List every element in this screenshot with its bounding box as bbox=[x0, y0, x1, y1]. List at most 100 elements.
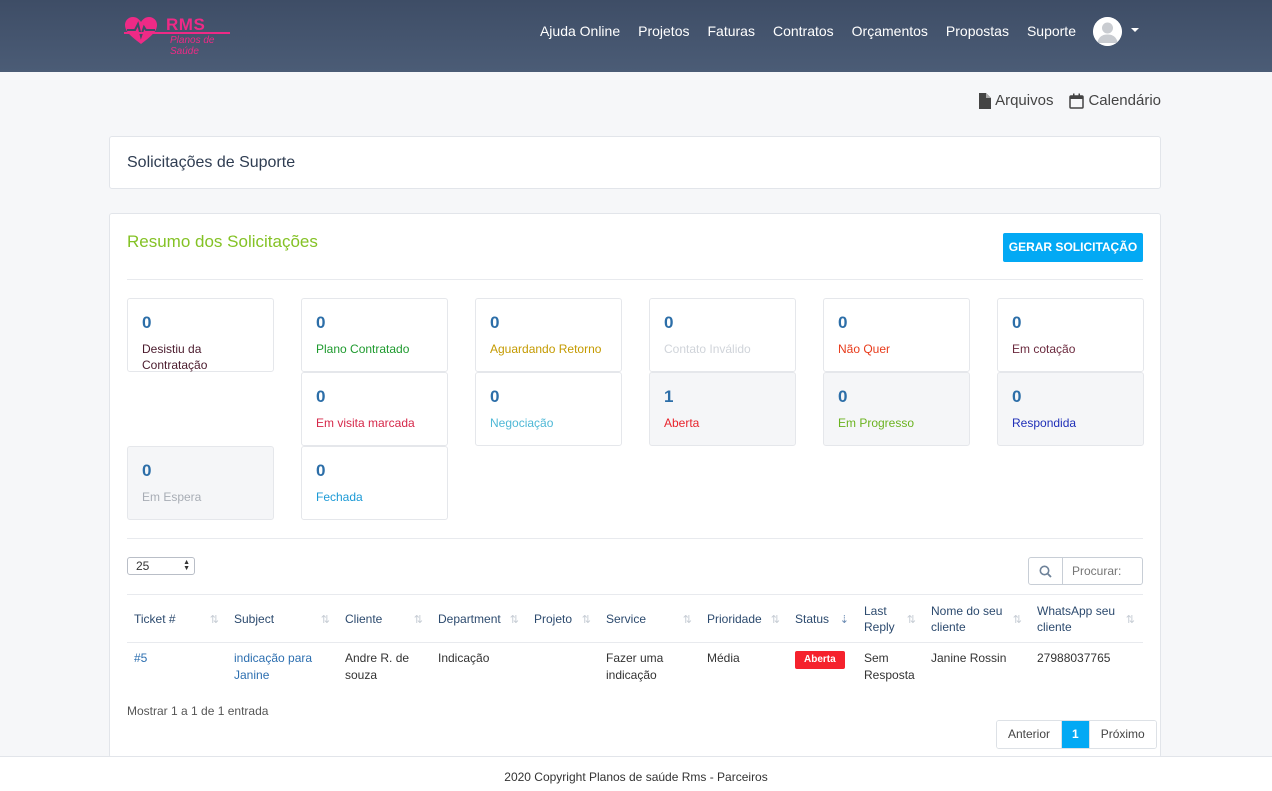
column-header-department[interactable]: Department ⇅ bbox=[431, 594, 527, 643]
status-card[interactable]: 0 Em visita marcada bbox=[301, 372, 448, 446]
nav-contratos[interactable]: Contratos bbox=[772, 23, 834, 39]
user-icon bbox=[1093, 17, 1122, 46]
nav-projetos[interactable]: Projetos bbox=[638, 23, 690, 39]
status-badge: Aberta bbox=[795, 651, 845, 669]
nav-ajuda-online[interactable]: Ajuda Online bbox=[539, 23, 621, 39]
status-label: Fechada bbox=[316, 490, 363, 504]
status-count: 1 bbox=[664, 387, 674, 406]
status-card[interactable]: 0 Aguardando Retorno bbox=[475, 298, 622, 372]
search-icon[interactable] bbox=[1029, 558, 1063, 584]
logo-underline bbox=[124, 32, 230, 34]
status-count: 0 bbox=[316, 313, 326, 332]
subject-link[interactable]: indicação para Janine bbox=[234, 651, 313, 682]
status-count: 0 bbox=[838, 313, 848, 332]
status-card[interactable]: 0 Contato Inválido bbox=[649, 298, 796, 372]
status-label: Não Quer bbox=[838, 342, 891, 356]
logo-subtitle: Planos de Saúde bbox=[170, 35, 215, 57]
sort-icon: ⇅ bbox=[581, 613, 591, 626]
page-title-panel: Solicitações de Suporte bbox=[109, 136, 1161, 189]
column-header-subject[interactable]: Subject ⇅ bbox=[227, 594, 338, 643]
status-card[interactable]: 0 Respondida bbox=[997, 372, 1144, 446]
column-header-ticket[interactable]: Ticket # ⇅ bbox=[127, 594, 227, 643]
nav-suporte[interactable]: Suporte bbox=[1026, 23, 1076, 39]
logo[interactable]: RMS Planos de Saúde bbox=[124, 14, 234, 57]
column-header-prioridade[interactable]: Prioridade ⇅ bbox=[700, 594, 788, 643]
nav-faturas[interactable]: Faturas bbox=[707, 23, 755, 39]
cell-projeto bbox=[527, 643, 599, 692]
pagination-page-1[interactable]: 1 bbox=[1061, 721, 1089, 748]
column-header-whatsapp[interactable]: WhatsApp seu cliente ⇅ bbox=[1030, 594, 1143, 643]
sort-icon: ⇅ bbox=[413, 613, 423, 626]
select-arrows-icon: ▲ ▼ bbox=[183, 559, 190, 572]
column-header-cliente[interactable]: Cliente ⇅ bbox=[338, 594, 431, 643]
status-count: 0 bbox=[142, 461, 152, 480]
cell-last-reply: Sem Resposta bbox=[864, 651, 915, 682]
status-card[interactable]: 0 Em Progresso bbox=[823, 372, 970, 446]
status-card[interactable]: 0 Desistiu da Contratação bbox=[127, 298, 274, 372]
cell-service: Fazer uma indicação bbox=[606, 651, 664, 682]
table-info: Mostrar 1 a 1 de 1 entrada bbox=[127, 704, 269, 718]
status-count: 0 bbox=[490, 313, 500, 332]
column-header-status[interactable]: Status ⇣ bbox=[788, 594, 857, 643]
status-card[interactable]: 0 Plano Contratado bbox=[301, 298, 448, 372]
cell-nome-cliente: Janine Rossin bbox=[931, 651, 1007, 665]
status-label: Contato Inválido bbox=[664, 342, 751, 356]
status-count: 0 bbox=[490, 387, 500, 406]
status-card[interactable]: 0 Fechada bbox=[301, 446, 448, 520]
status-label: Plano Contratado bbox=[316, 342, 410, 356]
user-menu-caret-icon[interactable] bbox=[1131, 28, 1139, 32]
sort-icon: ⇅ bbox=[1012, 613, 1022, 626]
calendar-icon bbox=[1069, 93, 1085, 109]
table-row: #5 indicação para Janine Andre R. de sou… bbox=[127, 643, 1143, 692]
user-avatar[interactable] bbox=[1093, 17, 1122, 46]
heart-pulse-icon bbox=[125, 17, 157, 44]
status-card[interactable]: 0 Em cotação bbox=[997, 298, 1144, 372]
sort-desc-icon: ⇣ bbox=[839, 613, 849, 626]
ticket-link[interactable]: #5 bbox=[134, 651, 148, 665]
cell-prioridade: Média bbox=[707, 651, 740, 665]
sort-icon: ⇅ bbox=[320, 613, 330, 626]
files-link-label: Arquivos bbox=[995, 92, 1054, 109]
nav-orcamentos[interactable]: Orçamentos bbox=[851, 23, 928, 39]
status-count: 0 bbox=[316, 387, 326, 406]
status-card[interactable]: 1 Aberta bbox=[649, 372, 796, 446]
main-nav: Ajuda Online Projetos Faturas Contratos … bbox=[540, 0, 1076, 62]
search-input[interactable] bbox=[1064, 558, 1142, 584]
nav-propostas[interactable]: Propostas bbox=[945, 23, 1009, 39]
page-title: Solicitações de Suporte bbox=[127, 154, 296, 171]
status-count: 0 bbox=[838, 387, 848, 406]
page-length-value: 25 bbox=[136, 559, 150, 573]
page-length-select[interactable]: 25 ▲ ▼ bbox=[127, 557, 195, 575]
column-header-service[interactable]: Service ⇅ bbox=[599, 594, 700, 643]
sort-icon: ⇅ bbox=[906, 613, 916, 626]
status-card[interactable]: 0 Negociação bbox=[475, 372, 622, 446]
logo-title: RMS bbox=[166, 15, 206, 34]
create-ticket-button[interactable]: GERAR SOLICITAÇÃO bbox=[1003, 233, 1143, 262]
calendar-link-label: Calendário bbox=[1088, 92, 1161, 109]
sort-icon: ⇅ bbox=[770, 613, 780, 626]
pagination-next-button[interactable]: Próximo bbox=[1088, 721, 1156, 748]
column-header-projeto[interactable]: Projeto ⇅ bbox=[527, 594, 599, 643]
sort-icon: ⇅ bbox=[682, 613, 692, 626]
status-card[interactable]: 0 Não Quer bbox=[823, 298, 970, 372]
status-label: Aguardando Retorno bbox=[490, 342, 602, 356]
status-label: Aberta bbox=[664, 416, 700, 430]
column-header-nome-cliente[interactable]: Nome do seu cliente ⇅ bbox=[924, 594, 1030, 643]
cell-department: Indicação bbox=[438, 651, 490, 665]
sort-icon: ⇅ bbox=[1125, 613, 1135, 626]
tickets-panel: Resumo dos Solicitações GERAR SOLICITAÇÃ… bbox=[109, 213, 1161, 758]
status-count: 0 bbox=[316, 461, 326, 480]
column-header-last-reply[interactable]: Last Reply ⇅ bbox=[857, 594, 924, 643]
status-label: Em visita marcada bbox=[316, 416, 415, 430]
tickets-table: Ticket # ⇅ Subject ⇅ Cliente ⇅ Department ⇅ … bbox=[127, 594, 1143, 691]
files-link[interactable]: Arquivos bbox=[978, 92, 1053, 109]
status-label: Negociação bbox=[490, 416, 554, 430]
status-label: Respondida bbox=[1012, 416, 1077, 430]
status-label: Desistiu da Contratação bbox=[142, 342, 208, 372]
status-card[interactable]: 0 Em Espera bbox=[127, 446, 274, 520]
status-count: 0 bbox=[142, 313, 152, 332]
calendar-link[interactable]: Calendário bbox=[1069, 92, 1161, 109]
status-label: Em Espera bbox=[142, 490, 202, 504]
pagination: Anterior 1 Próximo bbox=[996, 720, 1157, 749]
pagination-previous-button[interactable]: Anterior bbox=[997, 721, 1062, 748]
